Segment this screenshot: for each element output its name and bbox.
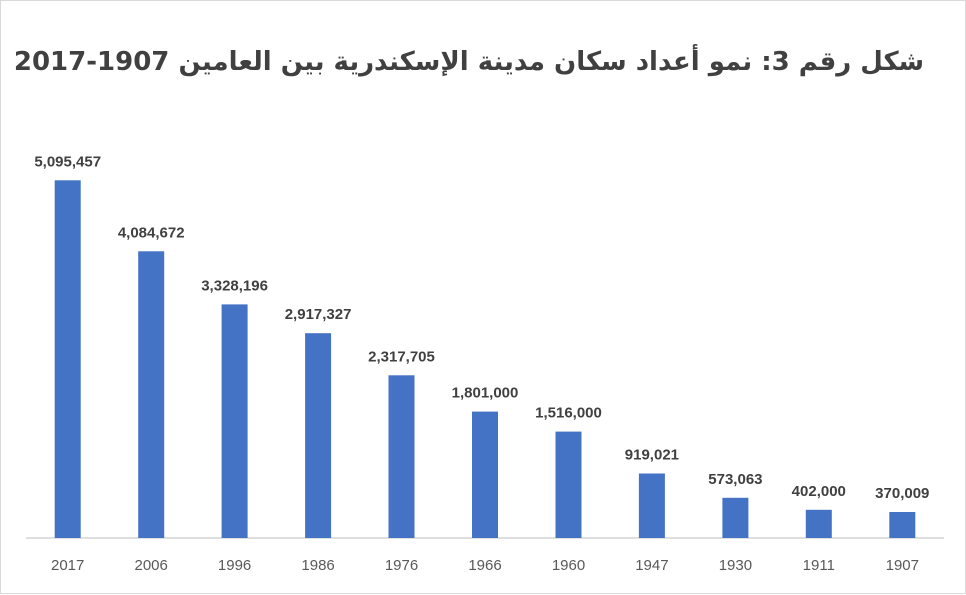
x-tick-label-2006: 2006 [135, 557, 168, 574]
data-label-1960: 1,516,000 [535, 405, 602, 422]
data-label-1930: 573,063 [708, 471, 762, 488]
bar-2006 [138, 251, 165, 539]
data-label-1911: 402,000 [792, 483, 846, 500]
data-label-2017: 5,095,457 [34, 153, 101, 170]
x-tick-label-1966: 1966 [468, 557, 501, 574]
chart-title: شكل رقم 3: نمو أعداد سكان مدينة الإسكندر… [13, 47, 925, 77]
data-label-1907: 370,009 [875, 485, 929, 502]
x-tick-label-1986: 1986 [301, 557, 334, 574]
x-tick-label-1907: 1907 [886, 557, 919, 574]
bar-1947 [638, 473, 665, 538]
bar-1930 [722, 497, 749, 538]
x-tick-label-1911: 1911 [803, 557, 835, 574]
bar-1911 [805, 509, 832, 538]
data-label-1996: 3,328,196 [201, 277, 268, 294]
data-label-1986: 2,917,327 [285, 306, 352, 323]
x-tick-label-1947: 1947 [635, 557, 668, 574]
bar-1976 [388, 375, 415, 538]
bar-1996 [221, 304, 248, 538]
x-tick-label-1976: 1976 [385, 557, 418, 574]
bar-1907 [889, 512, 916, 538]
data-label-2006: 4,084,672 [118, 224, 185, 241]
bar-1966 [472, 411, 498, 538]
bar-1960 [555, 431, 582, 538]
data-label-1947: 919,021 [625, 447, 679, 464]
x-tick-label-1996: 1996 [218, 557, 251, 574]
x-tick-label-2017: 2017 [51, 557, 84, 574]
bar-2017 [54, 180, 81, 539]
data-label-1976: 2,317,705 [368, 348, 435, 365]
data-label-1966: 1,801,000 [452, 385, 519, 402]
x-tick-label-1960: 1960 [552, 557, 585, 574]
x-tick-label-1930: 1930 [719, 557, 752, 574]
bar-1986 [305, 333, 332, 538]
